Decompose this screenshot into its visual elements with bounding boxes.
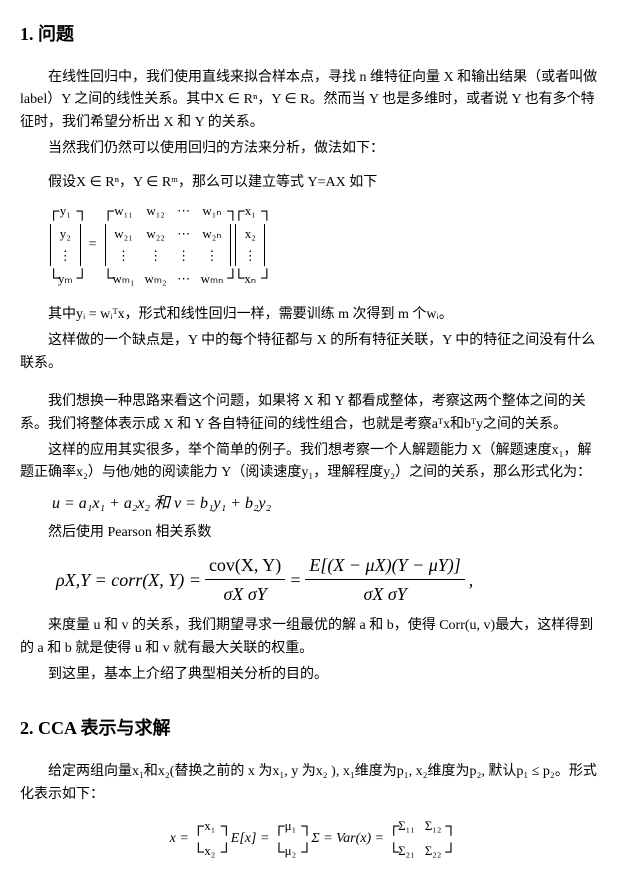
equals-1: =: [89, 234, 97, 256]
y-dots: ⋮: [58, 246, 73, 267]
eq-uv: u = a₁x₁ + a₂x₂ 和 v = b₁y₁ + b₂y₂: [52, 491, 601, 517]
rho-frac2: E[(X − μX)(Y − μY)] σX σY: [305, 551, 464, 610]
x-eq: x =: [170, 828, 189, 850]
rho-lhs: ρX,Y = corr(X, Y) =: [56, 566, 201, 595]
vector-x: x₁ x₂ ⋮ xₙ: [233, 199, 267, 292]
regression-setup-block: 假设X ∈ Rⁿ，Y ∈ Rᵐ，那么可以建立等式 Y=AX 如下 y₁ y₂ ⋮…: [48, 172, 601, 292]
ex-eq: E[x] =: [231, 828, 270, 850]
y2: y₂: [58, 224, 73, 245]
section-1-title: 1. 问题: [20, 20, 601, 49]
rho-frac1: cov(X, Y) σX σY: [205, 551, 285, 610]
s1-para-1: 在线性回归中，我们使用直线来拟合样本点，寻找 n 维特征向量 X 和输出结果（或…: [20, 67, 601, 134]
matrix-w: w₁₁w₁₂⋯w₁ₙ w₂₁w₂₂⋯w₂ₙ ⋮⋮⋮⋮ wₘ₁wₘ₂⋯wₘₙ: [103, 199, 234, 292]
eq-x-expectation-sigma: x = x₁ x₂ E[x] = μ₁ μ₂ Σ = Var(x) = Σ₁₁Σ…: [20, 814, 601, 865]
s1-para-5: 我们想换一种思路来看这个问题，如果将 X 和 Y 都看成整体，考察这两个整体之间…: [20, 391, 601, 436]
sigma-eq: Σ = Var(x) =: [311, 828, 384, 850]
s1-para-3: 其中yᵢ = wᵢᵀx，形式和线性回归一样，需要训练 m 次得到 m 个wᵢ。: [20, 304, 601, 326]
s1-para-2: 当然我们仍然可以使用回归的方法来分析，做法如下：: [20, 138, 601, 160]
s1-para-7: 然后使用 Pearson 相关系数: [20, 522, 601, 544]
rho-eq: =: [289, 566, 301, 595]
vector-y: y₁ y₂ ⋮ yₘ: [48, 199, 83, 292]
matrix-equation: y₁ y₂ ⋮ yₘ = w₁₁w₁₂⋯w₁ₙ w₂₁w₂₂⋯w₂ₙ ⋮⋮⋮⋮ …: [48, 199, 601, 292]
section-2-title: 2. CCA 表示与求解: [20, 714, 601, 743]
s2-para-1: 给定两组向量x₁和x₂(替换之前的 x 为x₁, y 为x₂ ), x₁维度为p…: [20, 761, 601, 806]
vector-mu: μ₁ μ₂: [273, 814, 307, 865]
s1-para-9: 到这里，基本上介绍了典型相关分析的目的。: [20, 664, 601, 686]
s1-para-8: 来度量 u 和 v 的关系，我们期望寻求一组最优的解 a 和 b，使得 Corr…: [20, 615, 601, 660]
s1-para-4: 这样做的一个缺点是，Y 中的每个特征都与 X 的所有特征关联，Y 中的特征之间没…: [20, 330, 601, 375]
s1-para-6: 这样的应用其实很多，举个简单的例子。我们想考察一个人解题能力 X（解题速度x₁，…: [20, 440, 601, 485]
matrix-sigma: Σ₁₁Σ₁₂ Σ₂₁Σ₂₂: [388, 814, 451, 865]
rho-end: ,: [469, 566, 474, 595]
assume-line: 假设X ∈ Rⁿ，Y ∈ Rᵐ，那么可以建立等式 Y=AX 如下: [48, 172, 601, 194]
eq-rho: ρX,Y = corr(X, Y) = cov(X, Y) σX σY = E[…: [56, 551, 601, 610]
y1: y₁: [58, 201, 73, 222]
vector-xx: x₁ x₂: [193, 814, 227, 865]
ym: yₘ: [58, 269, 73, 290]
